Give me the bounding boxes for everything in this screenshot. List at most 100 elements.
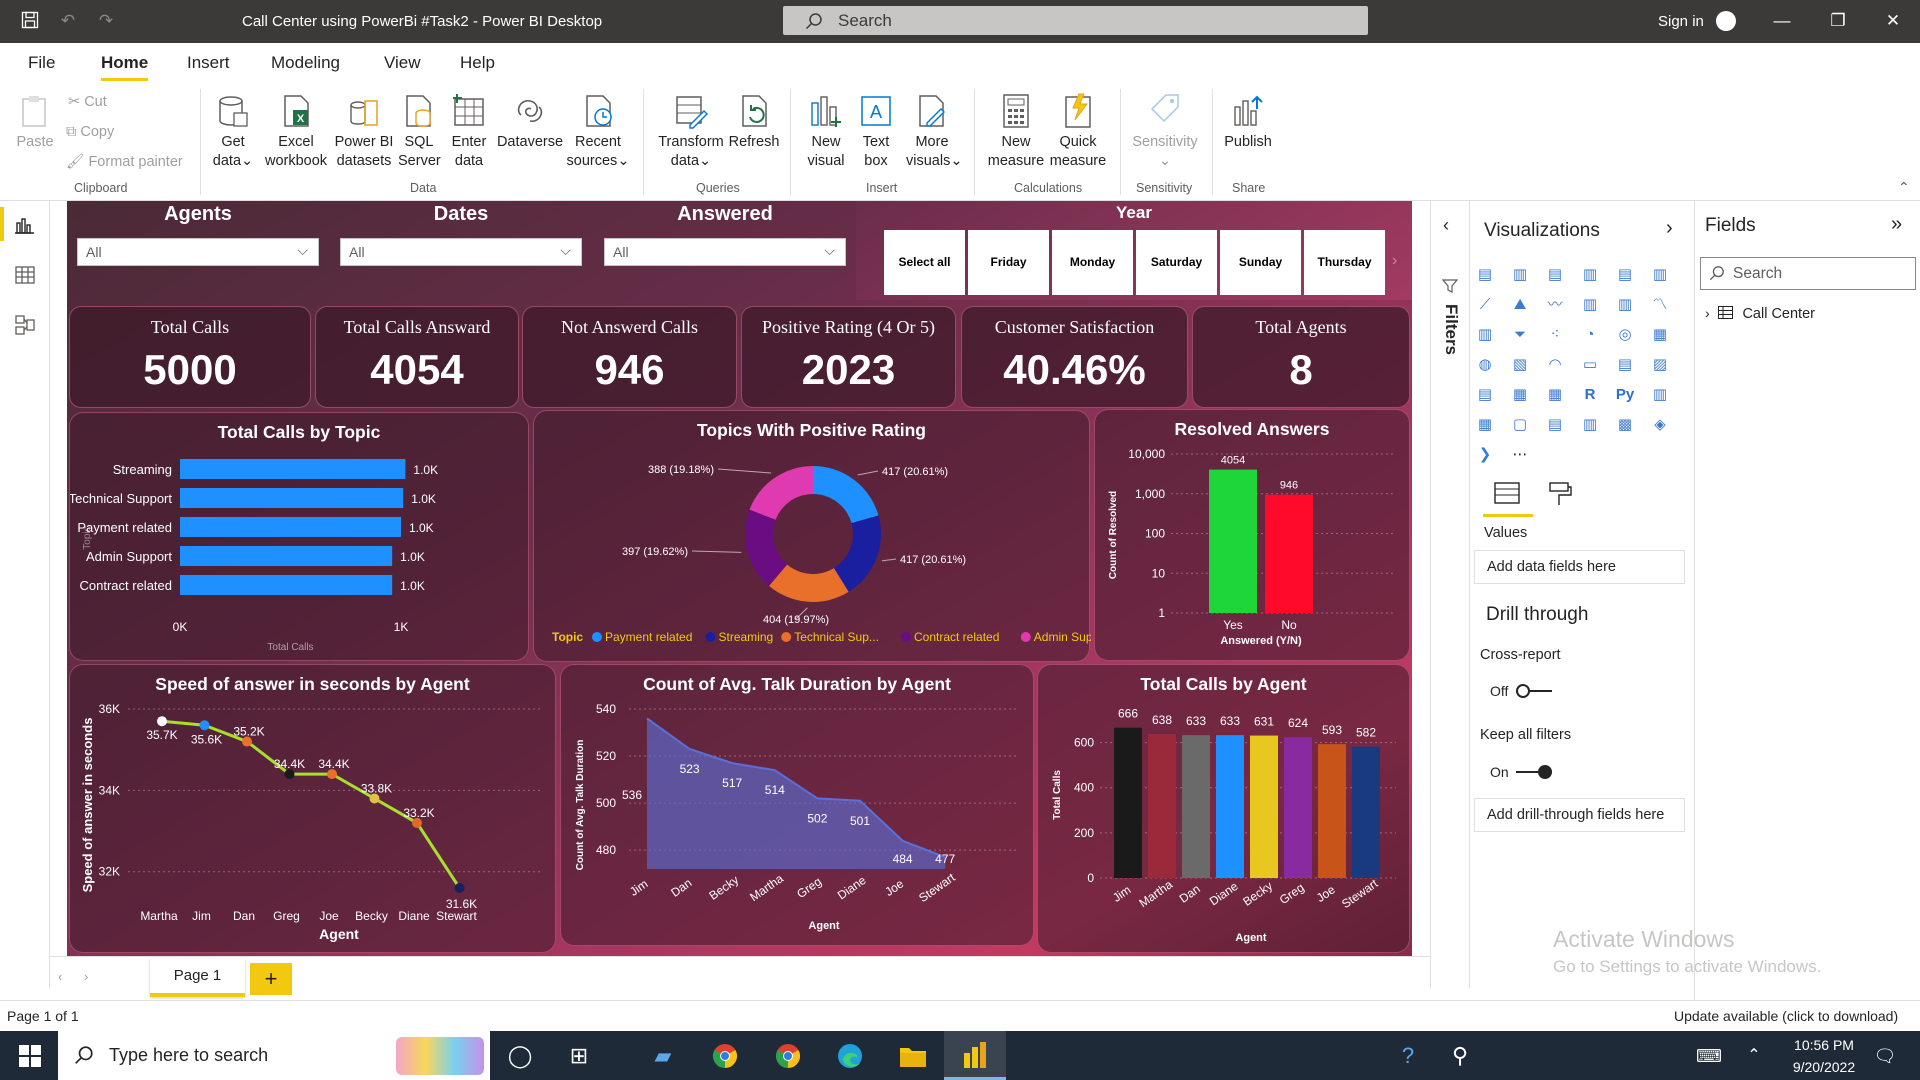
keep-filters-toggle[interactable] — [1516, 764, 1554, 780]
visual-type-icon[interactable]: ⟋ — [1479, 296, 1491, 313]
sign-in-link[interactable]: Sign in — [1658, 13, 1704, 30]
cut-button[interactable]: ✂ Cut — [68, 94, 107, 110]
visual-type-icon[interactable]: ▦ — [1512, 386, 1528, 403]
year-monday[interactable]: Monday — [1052, 230, 1133, 295]
visual-type-icon[interactable]: ◎ — [1618, 326, 1632, 343]
keyboard-icon[interactable]: ⌨ — [1696, 1046, 1722, 1066]
visual-type-icon[interactable]: Py — [1615, 386, 1635, 403]
visual-type-icon[interactable]: ▤ — [1547, 416, 1563, 433]
update-available-link[interactable]: Update available (click to download) — [1674, 1008, 1899, 1024]
chevron-up-icon[interactable]: ⌃ — [1747, 1047, 1761, 1064]
chevron-left-icon[interactable]: ‹ — [1443, 215, 1449, 235]
visual-type-icon[interactable]: ▥ — [1617, 296, 1633, 313]
visual-type-icon[interactable]: ▤ — [1617, 266, 1633, 283]
power-bi-datasets-button[interactable]: Power BI datasets — [333, 93, 395, 171]
notifications-icon[interactable]: 🗨 — [1873, 1046, 1897, 1066]
windows-start-icon[interactable] — [19, 1045, 41, 1067]
enter-data-button[interactable]: Enter data — [449, 93, 489, 171]
menu-file[interactable]: File — [28, 53, 56, 72]
report-view-icon[interactable] — [15, 216, 35, 234]
filters-label[interactable]: Filters — [1442, 304, 1461, 356]
quick-measure-button[interactable]: Quick measure — [1046, 93, 1110, 171]
data-view-icon[interactable] — [15, 266, 35, 284]
visual-type-icon[interactable]: ◠ — [1548, 356, 1562, 373]
chrome-icon[interactable] — [775, 1043, 801, 1069]
widgets-icon[interactable]: ⊞ — [569, 1043, 589, 1068]
chevron-right-icon[interactable]: › — [1666, 217, 1673, 239]
chevron-right-icon[interactable]: › — [1392, 252, 1398, 269]
visual-type-icon[interactable]: ▥ — [1477, 326, 1493, 343]
chevron-right-icon[interactable]: › — [84, 969, 89, 984]
avatar[interactable] — [1716, 11, 1736, 31]
visual-type-icon[interactable]: ▤ — [1617, 356, 1633, 373]
menu-help[interactable]: Help — [460, 53, 495, 72]
visual-type-icon[interactable]: ▢ — [1512, 416, 1528, 433]
get-data-button[interactable]: Get data⌄ — [210, 93, 256, 171]
chrome-icon[interactable] — [712, 1043, 738, 1069]
visual-type-icon[interactable]: ▩ — [1617, 416, 1633, 433]
visual-type-icon[interactable]: ▤ — [1477, 266, 1493, 283]
visual-type-icon[interactable]: ▥ — [1582, 296, 1598, 313]
copy-button[interactable]: ⧉ Copy — [66, 124, 115, 140]
app-icon[interactable]: ▰ — [654, 1043, 672, 1068]
new-measure-button[interactable]: New measure — [984, 93, 1048, 171]
visual-type-icon[interactable]: ⛰ — [1513, 296, 1527, 313]
visual-type-icon[interactable]: ⋯ — [1512, 446, 1528, 463]
taskbar-search-input[interactable]: Type here to search — [58, 1031, 490, 1080]
minimize-button[interactable]: — — [1773, 11, 1791, 30]
close-button[interactable]: ✕ — [1885, 11, 1901, 30]
visual-type-icon[interactable]: ▭ — [1582, 356, 1598, 373]
excel-workbook-button[interactable]: X Excel workbook — [262, 93, 330, 171]
paste-button[interactable]: Paste — [14, 93, 56, 152]
values-well[interactable]: Add data fields here — [1474, 550, 1685, 584]
undo-icon[interactable]: ↶ — [60, 11, 76, 30]
visual-type-icon[interactable]: ▥ — [1652, 386, 1668, 403]
restore-button[interactable]: ❐ — [1830, 11, 1846, 30]
edge-icon[interactable] — [837, 1043, 863, 1069]
dates-dropdown[interactable]: All ⌵ — [340, 238, 582, 266]
agents-dropdown[interactable]: All ⌵ — [77, 238, 319, 266]
format-paint-icon[interactable] — [1546, 481, 1574, 507]
page-tab-page-1[interactable]: Page 1 — [150, 959, 245, 997]
visual-type-icon[interactable]: ⁖ — [1550, 326, 1560, 343]
visual-type-icon[interactable]: ▧ — [1512, 356, 1528, 373]
year-thursday[interactable]: Thursday — [1304, 230, 1385, 295]
drill-through-well[interactable]: Add drill-through fields here — [1474, 798, 1685, 832]
menu-home[interactable]: Home — [101, 53, 149, 81]
visual-type-icon[interactable]: ◈ — [1654, 416, 1666, 433]
menu-view[interactable]: View — [384, 53, 421, 72]
visual-type-icon[interactable]: ▥ — [1652, 266, 1668, 283]
power-bi-taskbar-button[interactable] — [944, 1031, 1006, 1080]
refresh-button[interactable]: Refresh — [728, 93, 780, 152]
add-page-button[interactable]: + — [250, 963, 292, 995]
sql-server-button[interactable]: SQL Server — [398, 93, 441, 171]
recent-sources-button[interactable]: Recent sources⌄ — [564, 93, 632, 171]
clock[interactable]: 10:56 PM 9/20/2022 — [1784, 1037, 1864, 1075]
visual-type-icon[interactable]: ▥ — [1582, 266, 1598, 283]
menu-insert[interactable]: Insert — [187, 53, 230, 72]
visual-type-icon[interactable]: ▦ — [1547, 386, 1563, 403]
search-input[interactable]: Search — [783, 6, 1368, 35]
publish-button[interactable]: Publish — [1222, 93, 1274, 152]
visual-type-icon[interactable]: R — [1584, 386, 1596, 403]
table-call-center[interactable]: › Call Center — [1705, 305, 1815, 322]
visual-type-icon[interactable]: 〰 — [1547, 296, 1563, 313]
task-view-icon[interactable]: ◯ — [507, 1043, 533, 1068]
visual-type-icon[interactable]: ▥ — [1582, 416, 1598, 433]
help-icon[interactable]: ? — [1401, 1043, 1415, 1068]
people-icon[interactable]: ⚲ — [1451, 1043, 1469, 1068]
cross-report-toggle[interactable] — [1516, 683, 1554, 699]
visual-type-icon[interactable]: ▥ — [1512, 266, 1528, 283]
transform-data-button[interactable]: Transform data⌄ — [654, 93, 728, 171]
collapse-ribbon-icon[interactable]: ⌃ — [1898, 179, 1910, 195]
visual-type-icon[interactable]: ▤ — [1477, 386, 1493, 403]
visual-type-icon[interactable]: ❯ — [1478, 446, 1492, 463]
year-saturday[interactable]: Saturday — [1136, 230, 1217, 295]
more-visuals-button[interactable]: More visuals⌄ — [906, 93, 962, 171]
model-view-icon[interactable] — [15, 315, 35, 335]
visual-type-icon[interactable]: ⏷ — [1513, 326, 1526, 343]
year-sunday[interactable]: Sunday — [1220, 230, 1301, 295]
visual-type-icon[interactable]: 〽 — [1652, 296, 1668, 313]
sensitivity-button[interactable]: Sensitivity ⌄ — [1128, 93, 1202, 171]
build-visual-tab[interactable] — [1483, 481, 1533, 517]
